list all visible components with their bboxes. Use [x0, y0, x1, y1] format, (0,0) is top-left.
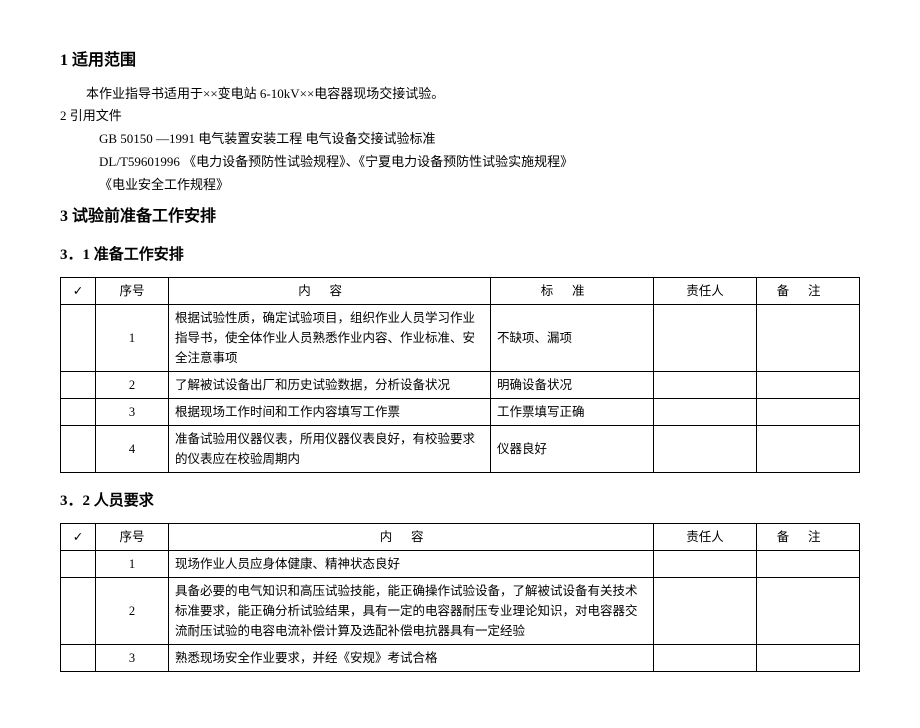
cell-std: 不缺项、漏项 — [491, 305, 654, 372]
cell-seq: 2 — [96, 372, 169, 399]
cell-check — [61, 372, 96, 399]
cell-note — [757, 305, 860, 372]
cell-resp — [654, 551, 757, 578]
cell-check — [61, 645, 96, 672]
cell-std: 仪器良好 — [491, 426, 654, 473]
cell-content: 根据现场工作时间和工作内容填写工作票 — [169, 399, 491, 426]
section-3-1-heading: 3．1 准备工作安排 — [60, 243, 860, 267]
col-resp-header: 责任人 — [654, 524, 757, 551]
table-row: 4准备试验用仪器仪表，所用仪器仪表良好，有校验要求的仪表应在校验周期内仪器良好 — [61, 426, 860, 473]
cell-seq: 3 — [96, 399, 169, 426]
table-3-2: ✓ 序号 内容 责任人 备注 1现场作业人员应身体健康、精神状态良好2具备必要的… — [60, 523, 860, 672]
col-check-header: ✓ — [61, 278, 96, 305]
col-seq-header: 序号 — [96, 524, 169, 551]
section-3-2-heading: 3．2 人员要求 — [60, 489, 860, 513]
cell-content: 熟悉现场安全作业要求，并经《安规》考试合格 — [169, 645, 654, 672]
ref-2: DL/T59601996 《电力设备预防性试验规程》、《宁夏电力设备预防性试验实… — [99, 152, 860, 173]
ref-1: GB 50150 —1991 电气装置安装工程 电气设备交接试验标准 — [99, 129, 860, 150]
cell-resp — [654, 372, 757, 399]
cell-resp — [654, 305, 757, 372]
cell-content: 准备试验用仪器仪表，所用仪器仪表良好，有校验要求的仪表应在校验周期内 — [169, 426, 491, 473]
col-note-header: 备注 — [757, 524, 860, 551]
cell-note — [757, 578, 860, 645]
col-seq-header: 序号 — [96, 278, 169, 305]
section-3-heading: 3 试验前准备工作安排 — [60, 204, 860, 230]
cell-seq: 1 — [96, 551, 169, 578]
cell-seq: 2 — [96, 578, 169, 645]
cell-std: 工作票填写正确 — [491, 399, 654, 426]
table-row: ✓ 序号 内容 责任人 备注 — [61, 524, 860, 551]
cell-check — [61, 426, 96, 473]
col-note-header: 备注 — [757, 278, 860, 305]
cell-note — [757, 645, 860, 672]
table-row: 2具备必要的电气知识和高压试验技能，能正确操作试验设备，了解被试设备有关技术标准… — [61, 578, 860, 645]
ref-3: 《电业安全工作规程》 — [99, 175, 860, 196]
cell-resp — [654, 578, 757, 645]
table-row: 2了解被试设备出厂和历史试验数据，分析设备状况明确设备状况 — [61, 372, 860, 399]
cell-content: 了解被试设备出厂和历史试验数据，分析设备状况 — [169, 372, 491, 399]
col-resp-header: 责任人 — [654, 278, 757, 305]
cell-note — [757, 372, 860, 399]
table-row: 3根据现场工作时间和工作内容填写工作票工作票填写正确 — [61, 399, 860, 426]
cell-content: 现场作业人员应身体健康、精神状态良好 — [169, 551, 654, 578]
col-content-header: 内容 — [169, 278, 491, 305]
cell-check — [61, 305, 96, 372]
cell-resp — [654, 645, 757, 672]
cell-resp — [654, 426, 757, 473]
cell-check — [61, 551, 96, 578]
cell-content: 根据试验性质，确定试验项目，组织作业人员学习作业指导书，使全体作业人员熟悉作业内… — [169, 305, 491, 372]
cell-std: 明确设备状况 — [491, 372, 654, 399]
col-check-header: ✓ — [61, 524, 96, 551]
cell-content: 具备必要的电气知识和高压试验技能，能正确操作试验设备，了解被试设备有关技术标准要… — [169, 578, 654, 645]
table-row: 3熟悉现场安全作业要求，并经《安规》考试合格 — [61, 645, 860, 672]
section-1-body: 本作业指导书适用于××变电站 6-10kV××电容器现场交接试验。 — [60, 84, 860, 105]
cell-note — [757, 551, 860, 578]
table-row: 1根据试验性质，确定试验项目，组织作业人员学习作业指导书，使全体作业人员熟悉作业… — [61, 305, 860, 372]
cell-check — [61, 578, 96, 645]
col-content-header: 内容 — [169, 524, 654, 551]
table-row: ✓ 序号 内容 标准 责任人 备注 — [61, 278, 860, 305]
section-2-heading: 2 引用文件 — [60, 106, 860, 127]
cell-seq: 3 — [96, 645, 169, 672]
col-std-header: 标准 — [491, 278, 654, 305]
section-1-heading: 1 适用范围 — [60, 48, 860, 74]
cell-note — [757, 399, 860, 426]
cell-resp — [654, 399, 757, 426]
table-row: 1现场作业人员应身体健康、精神状态良好 — [61, 551, 860, 578]
cell-seq: 4 — [96, 426, 169, 473]
cell-seq: 1 — [96, 305, 169, 372]
cell-check — [61, 399, 96, 426]
cell-note — [757, 426, 860, 473]
table-3-1: ✓ 序号 内容 标准 责任人 备注 1根据试验性质，确定试验项目，组织作业人员学… — [60, 277, 860, 473]
